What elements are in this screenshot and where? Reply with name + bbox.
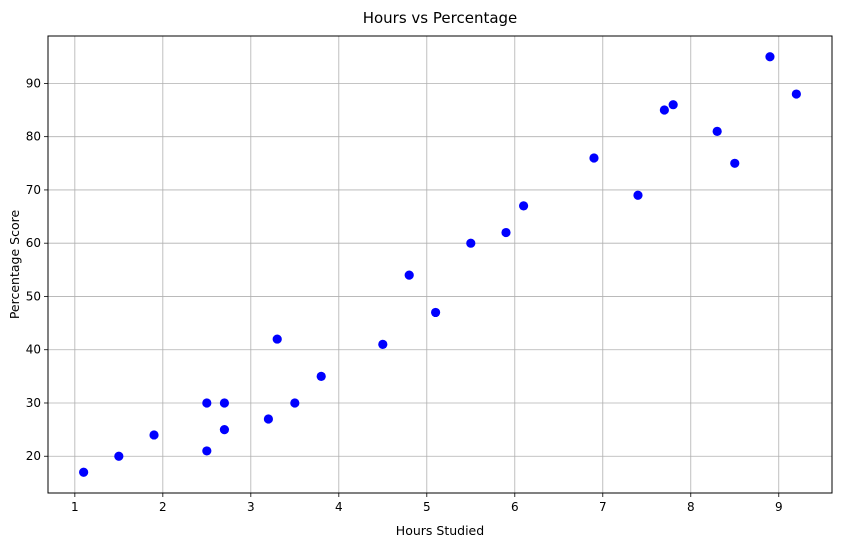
plot-frame — [47, 35, 833, 494]
data-point — [633, 190, 643, 200]
data-point — [431, 307, 441, 318]
y-tick-label: 60 — [26, 236, 41, 250]
axis-ticks: 1 2 3 4 5 6 7 8 9 20 30 40 50 60 70 80 90 — [26, 76, 783, 514]
y-tick-label: 50 — [26, 289, 41, 303]
data-point — [202, 398, 212, 408]
x-axis-label: Hours Studied — [396, 523, 484, 538]
y-tick-label: 40 — [26, 343, 41, 357]
data-point — [290, 398, 300, 408]
x-tick-label: 8 — [687, 500, 695, 514]
y-tick-label: 80 — [26, 130, 41, 144]
y-tick-label: 20 — [26, 449, 41, 463]
data-point — [518, 201, 529, 211]
data-point — [659, 105, 669, 115]
data-point — [668, 100, 678, 110]
data-point — [791, 89, 801, 99]
y-axis-label: Percentage Score — [7, 210, 22, 320]
data-point — [378, 339, 388, 349]
x-tick-label: 4 — [335, 500, 343, 514]
x-tick-label: 1 — [71, 500, 79, 514]
data-point — [79, 467, 89, 477]
x-tick-label: 5 — [423, 500, 431, 514]
y-tick-label: 30 — [26, 396, 41, 410]
data-point — [712, 126, 722, 136]
grid-lines — [48, 36, 832, 493]
y-tick-label: 90 — [26, 76, 41, 90]
data-point — [589, 153, 599, 163]
x-tick-label: 6 — [511, 500, 519, 514]
data-point — [501, 227, 511, 238]
y-tick-label: 70 — [26, 183, 41, 197]
data-point — [730, 158, 740, 168]
x-tick-label: 7 — [599, 500, 607, 514]
data-point — [219, 425, 230, 435]
data-point — [765, 52, 775, 62]
data-point — [114, 451, 124, 461]
x-tick-label: 9 — [775, 500, 783, 514]
data-point — [202, 446, 212, 456]
data-point — [272, 334, 282, 344]
data-point — [149, 430, 159, 440]
data-point — [219, 398, 230, 408]
chart-title: Hours vs Percentage — [363, 9, 518, 27]
data-point — [263, 414, 274, 424]
x-tick-label: 2 — [159, 500, 167, 514]
data-point — [316, 371, 326, 381]
data-points — [79, 52, 801, 477]
data-point — [466, 238, 476, 248]
data-point — [404, 270, 414, 280]
x-tick-label: 3 — [247, 500, 255, 514]
